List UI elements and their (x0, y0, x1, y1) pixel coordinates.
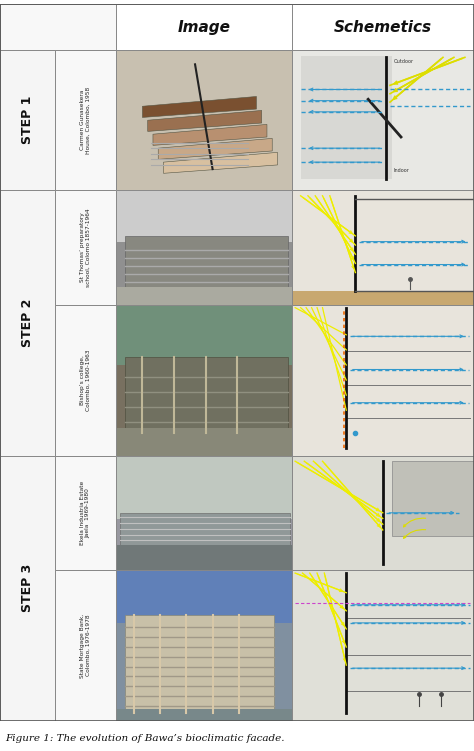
Bar (292, 570, 474, 721)
Bar (292, 291, 474, 305)
Text: STEP 3: STEP 3 (21, 564, 34, 612)
Text: Ekela Industria Estate
Jaela  1969-1980: Ekela Industria Estate Jaela 1969-1980 (80, 481, 91, 545)
Bar (125, 615, 274, 713)
Bar (301, 56, 392, 179)
Bar (55, 305, 116, 456)
Bar (116, 190, 292, 305)
Bar (116, 288, 292, 305)
Bar (116, 545, 292, 570)
Bar (0, 4, 116, 50)
Bar (125, 357, 288, 433)
Bar (116, 305, 292, 456)
Bar (0, 456, 55, 721)
Polygon shape (148, 110, 262, 131)
Text: Outdoor: Outdoor (394, 59, 414, 64)
Bar (292, 456, 474, 570)
Polygon shape (164, 152, 277, 173)
Bar (292, 305, 474, 456)
Bar (292, 305, 474, 456)
Bar (0, 190, 55, 456)
Text: STEP 1: STEP 1 (21, 96, 34, 144)
Bar (119, 513, 290, 547)
Bar (116, 570, 292, 721)
Bar (116, 4, 292, 50)
Polygon shape (142, 96, 256, 117)
Bar (116, 305, 292, 456)
Bar (116, 428, 292, 456)
Polygon shape (158, 138, 272, 159)
Text: Bishop’s college,
Colombo, 1960-1963: Bishop’s college, Colombo, 1960-1963 (80, 349, 91, 411)
Bar (116, 50, 292, 190)
Polygon shape (153, 125, 267, 146)
Text: Carmen Gunasekera
House, Colombo, 1958: Carmen Gunasekera House, Colombo, 1958 (80, 86, 91, 154)
Bar (116, 190, 292, 242)
Text: Image: Image (177, 20, 230, 35)
Bar (116, 570, 292, 721)
Bar (292, 190, 474, 305)
Bar (55, 456, 116, 570)
Bar (292, 50, 474, 190)
Bar (55, 190, 116, 305)
Bar (116, 456, 292, 570)
Text: Schemetics: Schemetics (334, 20, 432, 35)
Bar (55, 570, 116, 721)
Bar (116, 50, 292, 190)
Bar (392, 461, 474, 535)
Bar (125, 236, 288, 293)
Bar (55, 50, 116, 190)
Bar (292, 4, 474, 50)
Bar (116, 456, 292, 570)
Text: St Thomas’ preparatory
school, Colomo 1857-1964: St Thomas’ preparatory school, Colomo 18… (80, 208, 91, 287)
Bar (116, 709, 292, 721)
Bar (292, 570, 474, 721)
Bar (292, 50, 474, 190)
Text: STEP 2: STEP 2 (21, 299, 34, 347)
Bar (0, 4, 474, 50)
Bar (116, 456, 292, 518)
Bar (116, 570, 292, 623)
Bar (292, 456, 474, 570)
Text: Figure 1: The evolution of Bawa’s bioclimatic facade.: Figure 1: The evolution of Bawa’s biocli… (5, 734, 284, 743)
Bar (116, 190, 292, 305)
Bar (116, 305, 292, 365)
Text: State Mortgage Bank,
Colombo, 1976-1978: State Mortgage Bank, Colombo, 1976-1978 (80, 614, 91, 677)
Bar (292, 190, 474, 305)
Bar (0, 50, 55, 190)
Text: Indoor: Indoor (394, 168, 410, 173)
